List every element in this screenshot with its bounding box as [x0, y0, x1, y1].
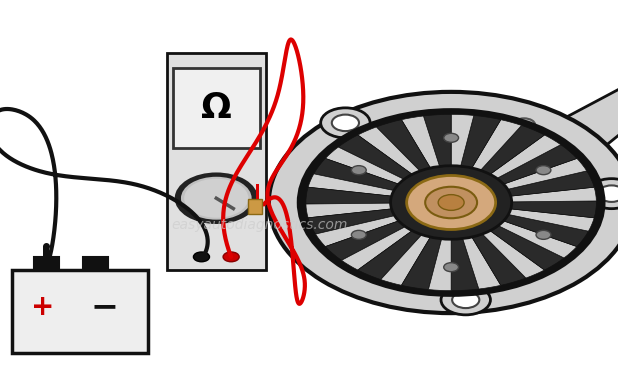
Wedge shape [376, 120, 431, 172]
Wedge shape [460, 116, 501, 169]
Wedge shape [489, 225, 564, 270]
Wedge shape [481, 230, 544, 278]
Wedge shape [496, 145, 577, 184]
Circle shape [598, 185, 618, 202]
Circle shape [438, 195, 464, 210]
Wedge shape [306, 187, 393, 204]
Wedge shape [471, 233, 526, 285]
Wedge shape [502, 214, 588, 247]
Circle shape [536, 230, 551, 239]
Circle shape [513, 118, 535, 132]
Circle shape [181, 177, 252, 220]
Wedge shape [509, 187, 596, 202]
Circle shape [407, 176, 496, 230]
Circle shape [352, 256, 375, 270]
Wedge shape [402, 236, 442, 290]
Wedge shape [506, 171, 594, 196]
Wedge shape [509, 201, 596, 218]
Circle shape [327, 165, 349, 178]
Wedge shape [325, 220, 407, 260]
Wedge shape [338, 135, 413, 180]
Wedge shape [489, 135, 561, 179]
Bar [12, 270, 148, 352]
Circle shape [352, 166, 366, 175]
Bar [248, 199, 262, 214]
Wedge shape [471, 120, 522, 171]
Bar [83, 257, 108, 270]
Circle shape [587, 178, 618, 209]
Text: Ω: Ω [201, 91, 232, 125]
Wedge shape [502, 158, 586, 190]
Wedge shape [308, 174, 396, 196]
Circle shape [223, 252, 239, 262]
Text: −: − [91, 291, 119, 324]
Wedge shape [306, 203, 393, 218]
Wedge shape [402, 116, 440, 169]
Circle shape [352, 230, 366, 239]
Wedge shape [497, 220, 577, 258]
Circle shape [559, 238, 581, 251]
Circle shape [176, 174, 256, 223]
Wedge shape [480, 125, 544, 175]
Wedge shape [316, 215, 400, 247]
Wedge shape [423, 114, 451, 168]
Wedge shape [358, 127, 421, 175]
Circle shape [269, 92, 618, 313]
Circle shape [298, 110, 604, 295]
Wedge shape [342, 226, 413, 270]
Circle shape [321, 108, 370, 138]
Bar [173, 68, 260, 148]
Wedge shape [381, 234, 431, 285]
Circle shape [444, 133, 459, 142]
Wedge shape [358, 230, 423, 280]
Text: +: + [30, 293, 54, 321]
Circle shape [425, 187, 477, 218]
Wedge shape [325, 147, 405, 184]
Bar [256, 184, 259, 199]
Wedge shape [428, 238, 451, 291]
Circle shape [184, 179, 248, 218]
Bar [43, 246, 49, 257]
Circle shape [193, 252, 210, 262]
Circle shape [441, 285, 491, 315]
Wedge shape [451, 114, 474, 167]
Circle shape [391, 166, 512, 239]
Circle shape [452, 292, 480, 308]
Wedge shape [308, 209, 396, 234]
Wedge shape [451, 237, 479, 291]
Circle shape [536, 166, 551, 175]
Wedge shape [314, 158, 400, 191]
Circle shape [332, 115, 359, 131]
Wedge shape [507, 209, 594, 231]
Bar [167, 53, 266, 270]
Wedge shape [462, 236, 501, 289]
Text: easyautodiagnostics.com: easyautodiagnostics.com [171, 218, 348, 232]
Polygon shape [551, 86, 618, 153]
Circle shape [444, 262, 459, 272]
Bar [34, 257, 59, 270]
